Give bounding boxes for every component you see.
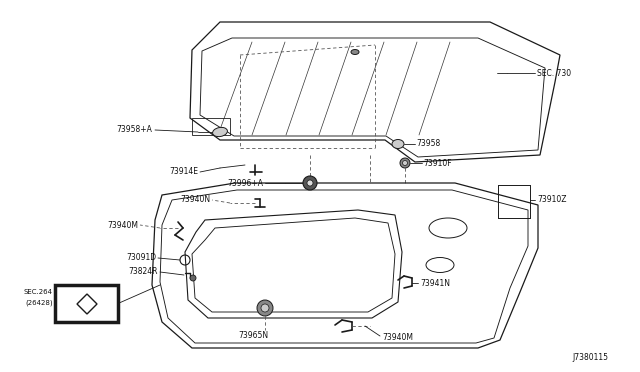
Text: 73940N: 73940N xyxy=(180,196,210,205)
Text: 73091D: 73091D xyxy=(126,253,156,263)
Polygon shape xyxy=(55,285,118,322)
Text: 73824R: 73824R xyxy=(129,267,158,276)
Circle shape xyxy=(400,158,410,168)
Ellipse shape xyxy=(212,127,227,137)
Text: (26428): (26428) xyxy=(26,300,53,306)
Circle shape xyxy=(190,275,196,281)
Text: 73958+A: 73958+A xyxy=(116,125,152,135)
Circle shape xyxy=(303,176,317,190)
Circle shape xyxy=(257,300,273,316)
Text: 73910F: 73910F xyxy=(423,158,452,167)
Text: 73941N: 73941N xyxy=(420,279,450,288)
Text: 73910Z: 73910Z xyxy=(537,196,566,205)
Text: 73996+A: 73996+A xyxy=(227,179,263,187)
Circle shape xyxy=(261,304,269,312)
Text: SEC.264: SEC.264 xyxy=(24,289,53,295)
Text: 73965N: 73965N xyxy=(238,330,268,340)
Circle shape xyxy=(403,160,408,166)
Ellipse shape xyxy=(392,140,404,148)
Circle shape xyxy=(307,180,313,186)
Text: 73940M: 73940M xyxy=(382,334,413,343)
Text: 73958: 73958 xyxy=(416,140,440,148)
Text: SEC. 730: SEC. 730 xyxy=(537,68,571,77)
Text: 73940M: 73940M xyxy=(107,221,138,230)
Ellipse shape xyxy=(351,49,359,55)
Text: J7380115: J7380115 xyxy=(572,353,608,362)
Text: 73914E: 73914E xyxy=(169,167,198,176)
